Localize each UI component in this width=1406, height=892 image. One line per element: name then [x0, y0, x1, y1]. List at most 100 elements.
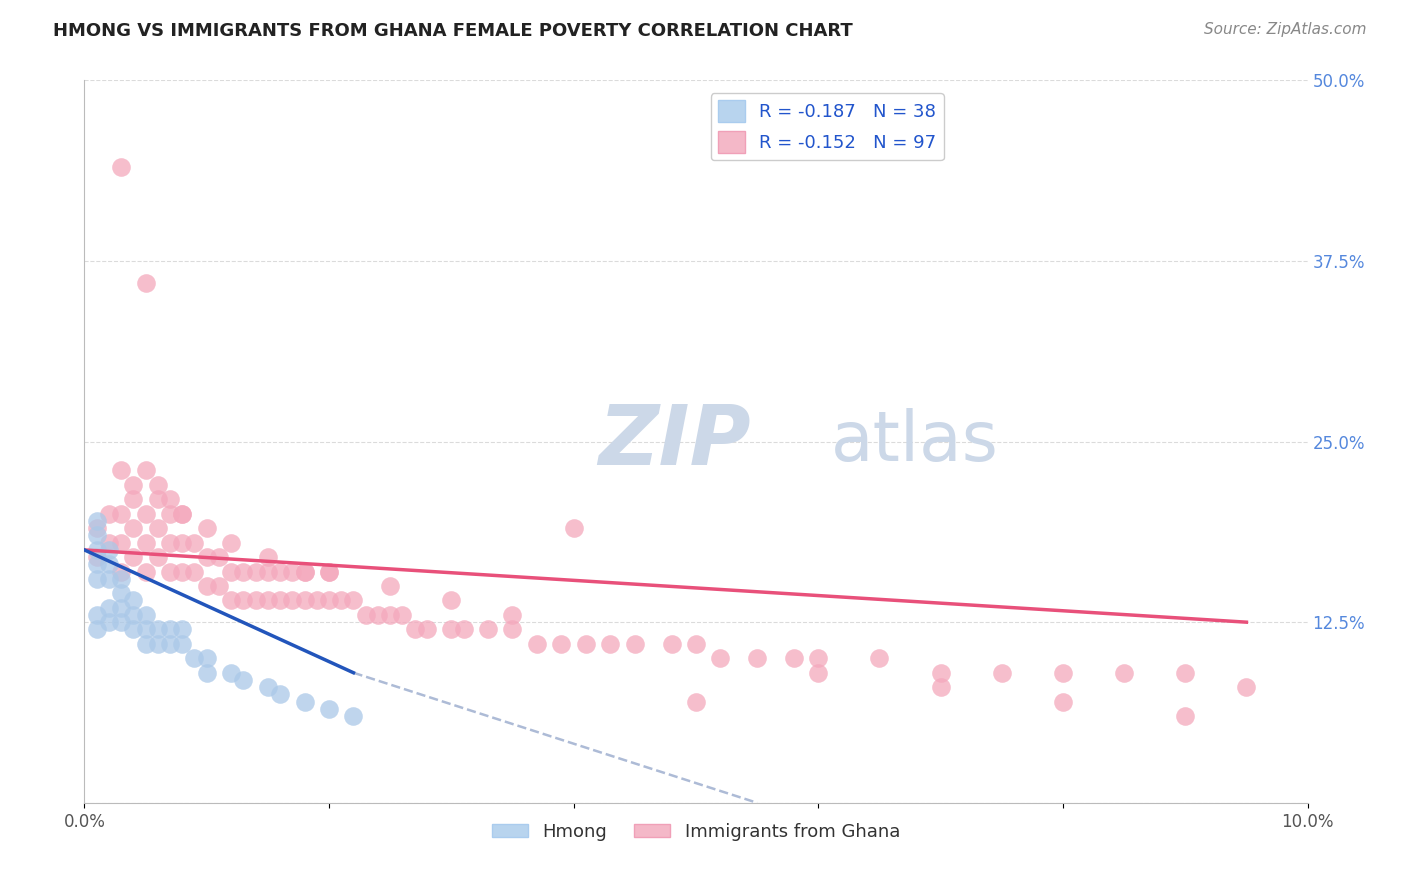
Text: Source: ZipAtlas.com: Source: ZipAtlas.com: [1204, 22, 1367, 37]
Point: [195, 651, 218, 665]
Point: [86, 558, 108, 572]
Point: [380, 607, 402, 622]
Point: [1052, 665, 1074, 680]
Point: [318, 565, 340, 579]
Point: [195, 550, 218, 565]
Point: [135, 623, 157, 637]
Point: [747, 651, 769, 665]
Point: [135, 535, 157, 549]
Point: [219, 565, 242, 579]
Point: [232, 593, 254, 607]
Point: [86, 623, 108, 637]
Legend: Hmong, Immigrants from Ghana: Hmong, Immigrants from Ghana: [485, 815, 907, 848]
Point: [404, 623, 426, 637]
Point: [453, 623, 475, 637]
Point: [172, 623, 194, 637]
Point: [135, 607, 157, 622]
Point: [257, 680, 280, 694]
Point: [97, 507, 120, 521]
Point: [709, 651, 731, 665]
Point: [257, 593, 280, 607]
Point: [86, 521, 108, 535]
Point: [269, 687, 291, 701]
Point: [783, 651, 806, 665]
Point: [257, 565, 280, 579]
Point: [1114, 665, 1136, 680]
Point: [146, 492, 169, 507]
Point: [159, 623, 181, 637]
Point: [122, 607, 145, 622]
Point: [599, 637, 621, 651]
Point: [380, 579, 402, 593]
Point: [159, 637, 181, 651]
Point: [110, 160, 132, 174]
Point: [86, 542, 108, 557]
Point: [245, 593, 267, 607]
Point: [342, 709, 364, 723]
Point: [440, 593, 463, 607]
Point: [416, 623, 439, 637]
Point: [172, 535, 194, 549]
Point: [146, 550, 169, 565]
Point: [146, 478, 169, 492]
Point: [86, 572, 108, 586]
Point: [195, 665, 218, 680]
Point: [122, 478, 145, 492]
Point: [110, 535, 132, 549]
Point: [159, 565, 181, 579]
Point: [110, 586, 132, 600]
Point: [219, 535, 242, 549]
Point: [318, 702, 340, 716]
Point: [110, 600, 132, 615]
Point: [172, 565, 194, 579]
Point: [110, 565, 132, 579]
Point: [195, 521, 218, 535]
Point: [550, 637, 572, 651]
Point: [86, 528, 108, 542]
Point: [110, 507, 132, 521]
Point: [219, 593, 242, 607]
Point: [122, 593, 145, 607]
Point: [183, 535, 205, 549]
Point: [354, 607, 377, 622]
Point: [122, 492, 145, 507]
Point: [135, 507, 157, 521]
Point: [685, 695, 707, 709]
Point: [122, 521, 145, 535]
Point: [97, 542, 120, 557]
Point: [232, 673, 254, 687]
Point: [1236, 680, 1258, 694]
Point: [502, 623, 524, 637]
Point: [294, 593, 316, 607]
Point: [97, 572, 120, 586]
Point: [159, 492, 181, 507]
Point: [122, 550, 145, 565]
Point: [1174, 665, 1197, 680]
Point: [172, 507, 194, 521]
Point: [367, 607, 389, 622]
Point: [122, 623, 145, 637]
Point: [1052, 695, 1074, 709]
Point: [146, 521, 169, 535]
Point: [440, 623, 463, 637]
Point: [807, 651, 830, 665]
Point: [97, 535, 120, 549]
Point: [991, 665, 1014, 680]
Point: [477, 623, 499, 637]
Point: [281, 565, 304, 579]
Point: [135, 463, 157, 477]
Point: [208, 550, 231, 565]
Point: [86, 607, 108, 622]
Point: [195, 579, 218, 593]
Point: [97, 615, 120, 630]
Point: [219, 665, 242, 680]
Point: [97, 558, 120, 572]
Point: [135, 276, 157, 290]
Point: [159, 507, 181, 521]
Point: [575, 637, 598, 651]
Point: [502, 607, 524, 622]
Point: [294, 565, 316, 579]
Point: [257, 550, 280, 565]
Point: [86, 514, 108, 528]
Point: [172, 637, 194, 651]
